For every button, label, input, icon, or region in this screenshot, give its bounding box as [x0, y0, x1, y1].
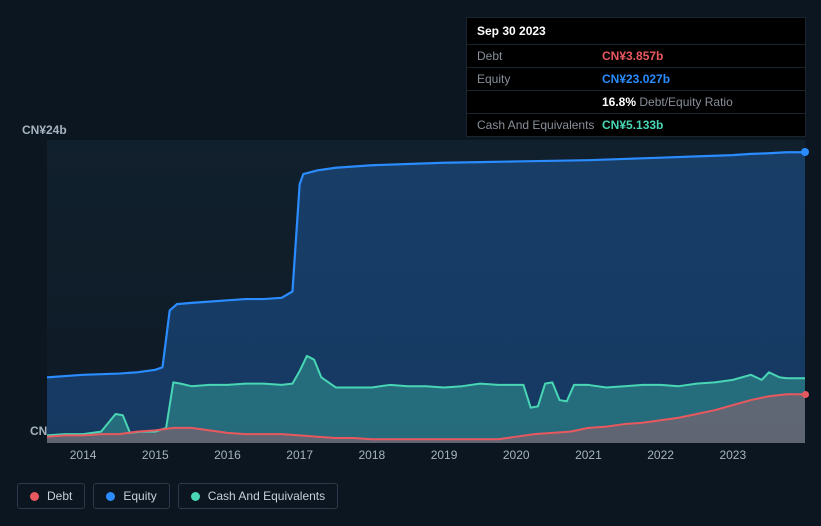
legend-swatch: [106, 492, 115, 501]
series-end-marker: [801, 148, 809, 156]
tooltip-equity-label: Equity: [477, 72, 602, 86]
x-tick-label: 2014: [70, 448, 97, 462]
legend-item[interactable]: Debt: [17, 483, 85, 509]
tooltip-row-cash: Cash And Equivalents CN¥5.133b: [467, 114, 805, 136]
x-tick-label: 2017: [286, 448, 313, 462]
legend-item[interactable]: Equity: [93, 483, 169, 509]
tooltip-cash-label: Cash And Equivalents: [477, 118, 602, 132]
tooltip-ratio-spacer: [477, 95, 602, 109]
legend-swatch: [30, 492, 39, 501]
x-tick-label: 2019: [431, 448, 458, 462]
x-tick-label: 2021: [575, 448, 602, 462]
tooltip-ratio-label: Debt/Equity Ratio: [639, 95, 732, 109]
tooltip-row-debt: Debt CN¥3.857b: [467, 45, 805, 68]
legend-item[interactable]: Cash And Equivalents: [178, 483, 338, 509]
legend-label: Debt: [47, 489, 72, 503]
legend-swatch: [191, 492, 200, 501]
x-tick-label: 2016: [214, 448, 241, 462]
x-tick-label: 2020: [503, 448, 530, 462]
tooltip-date: Sep 30 2023: [467, 18, 805, 45]
tooltip-ratio-pct: 16.8%: [602, 95, 636, 109]
chart-svg: [47, 140, 805, 443]
tooltip-equity-value: CN¥23.027b: [602, 72, 670, 86]
chart-plot-area[interactable]: [47, 140, 805, 443]
tooltip-ratio-value: 16.8% Debt/Equity Ratio: [602, 95, 733, 109]
x-tick-label: 2023: [719, 448, 746, 462]
legend: Debt Equity Cash And Equivalents: [17, 483, 338, 509]
y-axis-max-label: CN¥24b: [22, 123, 67, 137]
tooltip-row-ratio: 16.8% Debt/Equity Ratio: [467, 91, 805, 114]
tooltip-panel: Sep 30 2023 Debt CN¥3.857b Equity CN¥23.…: [466, 17, 806, 137]
tooltip-debt-value: CN¥3.857b: [602, 49, 663, 63]
tooltip-cash-value: CN¥5.133b: [602, 118, 663, 132]
x-tick-label: 2015: [142, 448, 169, 462]
legend-label: Cash And Equivalents: [208, 489, 325, 503]
legend-label: Equity: [123, 489, 156, 503]
tooltip-debt-label: Debt: [477, 49, 602, 63]
tooltip-row-equity: Equity CN¥23.027b: [467, 68, 805, 91]
x-tick-label: 2018: [358, 448, 385, 462]
series-end-marker: [802, 391, 809, 398]
x-tick-label: 2022: [647, 448, 674, 462]
x-axis: 2014 2015 2016 2017 2018 2019 2020 2021 2022 2023: [47, 448, 805, 468]
